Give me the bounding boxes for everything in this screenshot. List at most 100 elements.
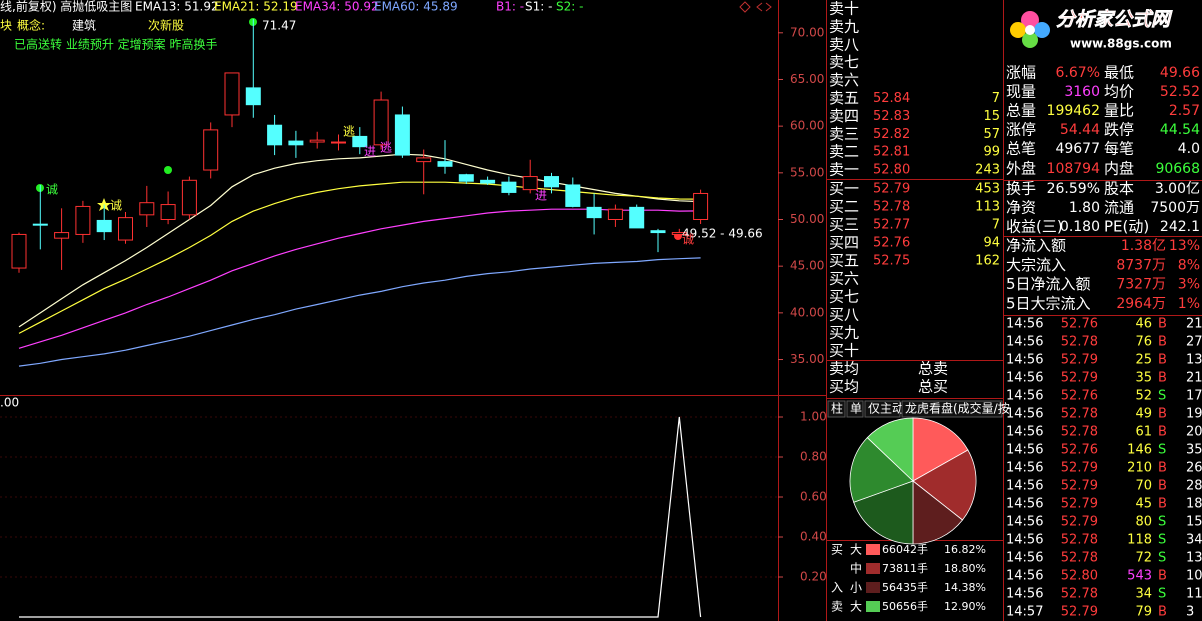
flow-size: 大: [850, 543, 862, 557]
tick-volume: 45: [1135, 497, 1152, 512]
quote-value: 242.1: [1160, 219, 1200, 235]
quote-label: 流通: [1104, 199, 1134, 217]
quote-value: 4.0: [1178, 141, 1200, 157]
signal-star: [97, 198, 111, 211]
book-level: 买四: [829, 234, 859, 252]
annotation: 71.47: [262, 19, 296, 33]
tick-time: 14:56: [1006, 551, 1043, 566]
tick-price: 52.78: [1061, 587, 1098, 602]
tick-time: 14:56: [1006, 407, 1043, 422]
quote-label: 收益(三): [1006, 218, 1063, 236]
candle-body: [54, 232, 70, 239]
flow-percent: 16.82%: [944, 543, 986, 556]
book-price: 52.83: [873, 109, 910, 124]
legend-entry: EMA13: 51.92: [135, 0, 219, 14]
tab-label[interactable]: 柱: [831, 401, 843, 416]
tick-volume: 70: [1135, 479, 1152, 494]
y-tick-label: 40.00: [790, 305, 824, 319]
book-volume: 453: [975, 182, 1000, 197]
line-series: [18, 153, 701, 328]
sector-label: 块: [0, 19, 12, 33]
pie-slice: [849, 437, 914, 503]
signal-dot: [164, 166, 172, 174]
y-tick-label: 0.60: [800, 490, 827, 504]
tab-label[interactable]: 仅主动: [868, 402, 904, 416]
legend-entry: EMA60: 45.89: [374, 0, 458, 14]
flow-volume: 66042手: [882, 542, 928, 556]
book-price: 52.76: [873, 236, 910, 251]
flow-swatch: [866, 601, 880, 612]
tick-volume: 72: [1135, 551, 1152, 566]
tab[interactable]: [846, 400, 864, 418]
quote-value: 0.180: [1060, 219, 1100, 235]
tab-label[interactable]: 龙虎看盘(成交量/按: [905, 401, 1010, 416]
petal: [1021, 11, 1039, 29]
candle-body: [352, 135, 368, 148]
annotation: 逃: [343, 125, 355, 139]
arrow-buttons[interactable]: [756, 2, 772, 12]
candle-body: [671, 232, 687, 235]
tick-count: 28: [1186, 479, 1202, 494]
y-tick-label: 0.80: [800, 450, 827, 464]
tick-count: 15: [1186, 515, 1202, 530]
tab[interactable]: [864, 400, 901, 418]
flow-swatch: [866, 563, 880, 574]
book-volume: 57: [983, 127, 1000, 142]
sector-label: 建筑: [72, 18, 96, 33]
tab-label[interactable]: 单: [850, 402, 862, 416]
quote-label: 总量: [1006, 102, 1036, 120]
logo-icon: [1010, 11, 1050, 48]
tick-volume: 52: [1135, 389, 1152, 404]
tick-price: 52.78: [1061, 551, 1098, 566]
book-volume: 15: [983, 109, 1000, 124]
book-level: 买十: [829, 342, 859, 360]
candle-body: [394, 114, 410, 156]
quote-label: 股本: [1104, 180, 1134, 198]
book-level: 卖十: [829, 0, 859, 18]
y-tick-label: 50.00: [790, 212, 824, 226]
legend-entry: EMA21: 52.19: [214, 0, 298, 14]
pie-slice: [912, 417, 969, 482]
book-volume: 94: [983, 236, 1000, 251]
annotation: 49.52 - 49.66: [682, 227, 763, 241]
book-summary: 卖均: [829, 360, 859, 378]
flow-size: 大: [850, 600, 862, 614]
tick-price: 52.76: [1061, 389, 1098, 404]
petal-center: [1025, 25, 1035, 35]
tick-price: 52.79: [1061, 371, 1098, 386]
tick-time: 14:56: [1006, 353, 1043, 368]
flow-value: 2964万: [1116, 296, 1166, 312]
tick-time: 14:56: [1006, 371, 1043, 386]
quote-value: 2.57: [1169, 103, 1200, 119]
tick-price: 52.78: [1061, 335, 1098, 350]
petal: [1034, 22, 1050, 38]
tick-time: 14:56: [1006, 497, 1043, 512]
tab[interactable]: [901, 400, 1003, 418]
petal: [1010, 22, 1026, 38]
tick-time: 14:56: [1006, 587, 1043, 602]
tick-time: 14:56: [1006, 569, 1043, 584]
book-price: 52.81: [873, 145, 910, 160]
tick-price: 52.79: [1061, 515, 1098, 530]
quote-label: 总笔: [1006, 140, 1036, 158]
book-level: 买五: [829, 252, 859, 270]
signal-label: B1: -: [496, 0, 524, 14]
candle-body: [181, 179, 197, 216]
flow-volume: 50656手: [882, 599, 928, 613]
tick-volume: 146: [1127, 443, 1152, 458]
tick-side: B: [1158, 317, 1167, 332]
book-price: 52.75: [873, 254, 910, 269]
diamond-button[interactable]: [739, 1, 751, 13]
window-buttons[interactable]: [739, 1, 772, 13]
sector-label: 次新股: [148, 18, 184, 33]
book-level: 卖四: [829, 107, 859, 125]
tab[interactable]: [827, 400, 846, 418]
quote-label: 换手: [1006, 180, 1036, 198]
tick-time: 14:56: [1006, 335, 1043, 350]
tick-side: B: [1158, 461, 1167, 476]
book-level: 卖一: [829, 161, 859, 179]
quote-value: 44.54: [1160, 122, 1200, 138]
book-volume: 113: [975, 200, 1000, 215]
